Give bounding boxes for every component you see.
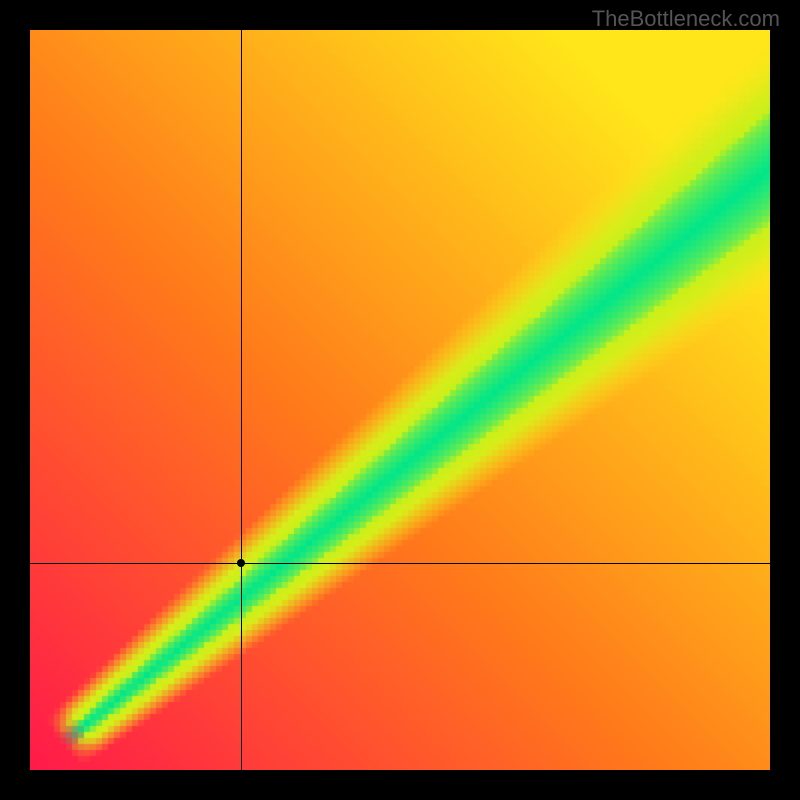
watermark-text: TheBottleneck.com xyxy=(592,6,780,32)
heatmap-canvas xyxy=(30,30,770,770)
marker-dot xyxy=(237,559,245,567)
plot-area xyxy=(30,30,770,770)
chart-frame: TheBottleneck.com xyxy=(0,0,800,800)
crosshair-vertical xyxy=(241,30,242,770)
crosshair-horizontal xyxy=(30,563,770,564)
